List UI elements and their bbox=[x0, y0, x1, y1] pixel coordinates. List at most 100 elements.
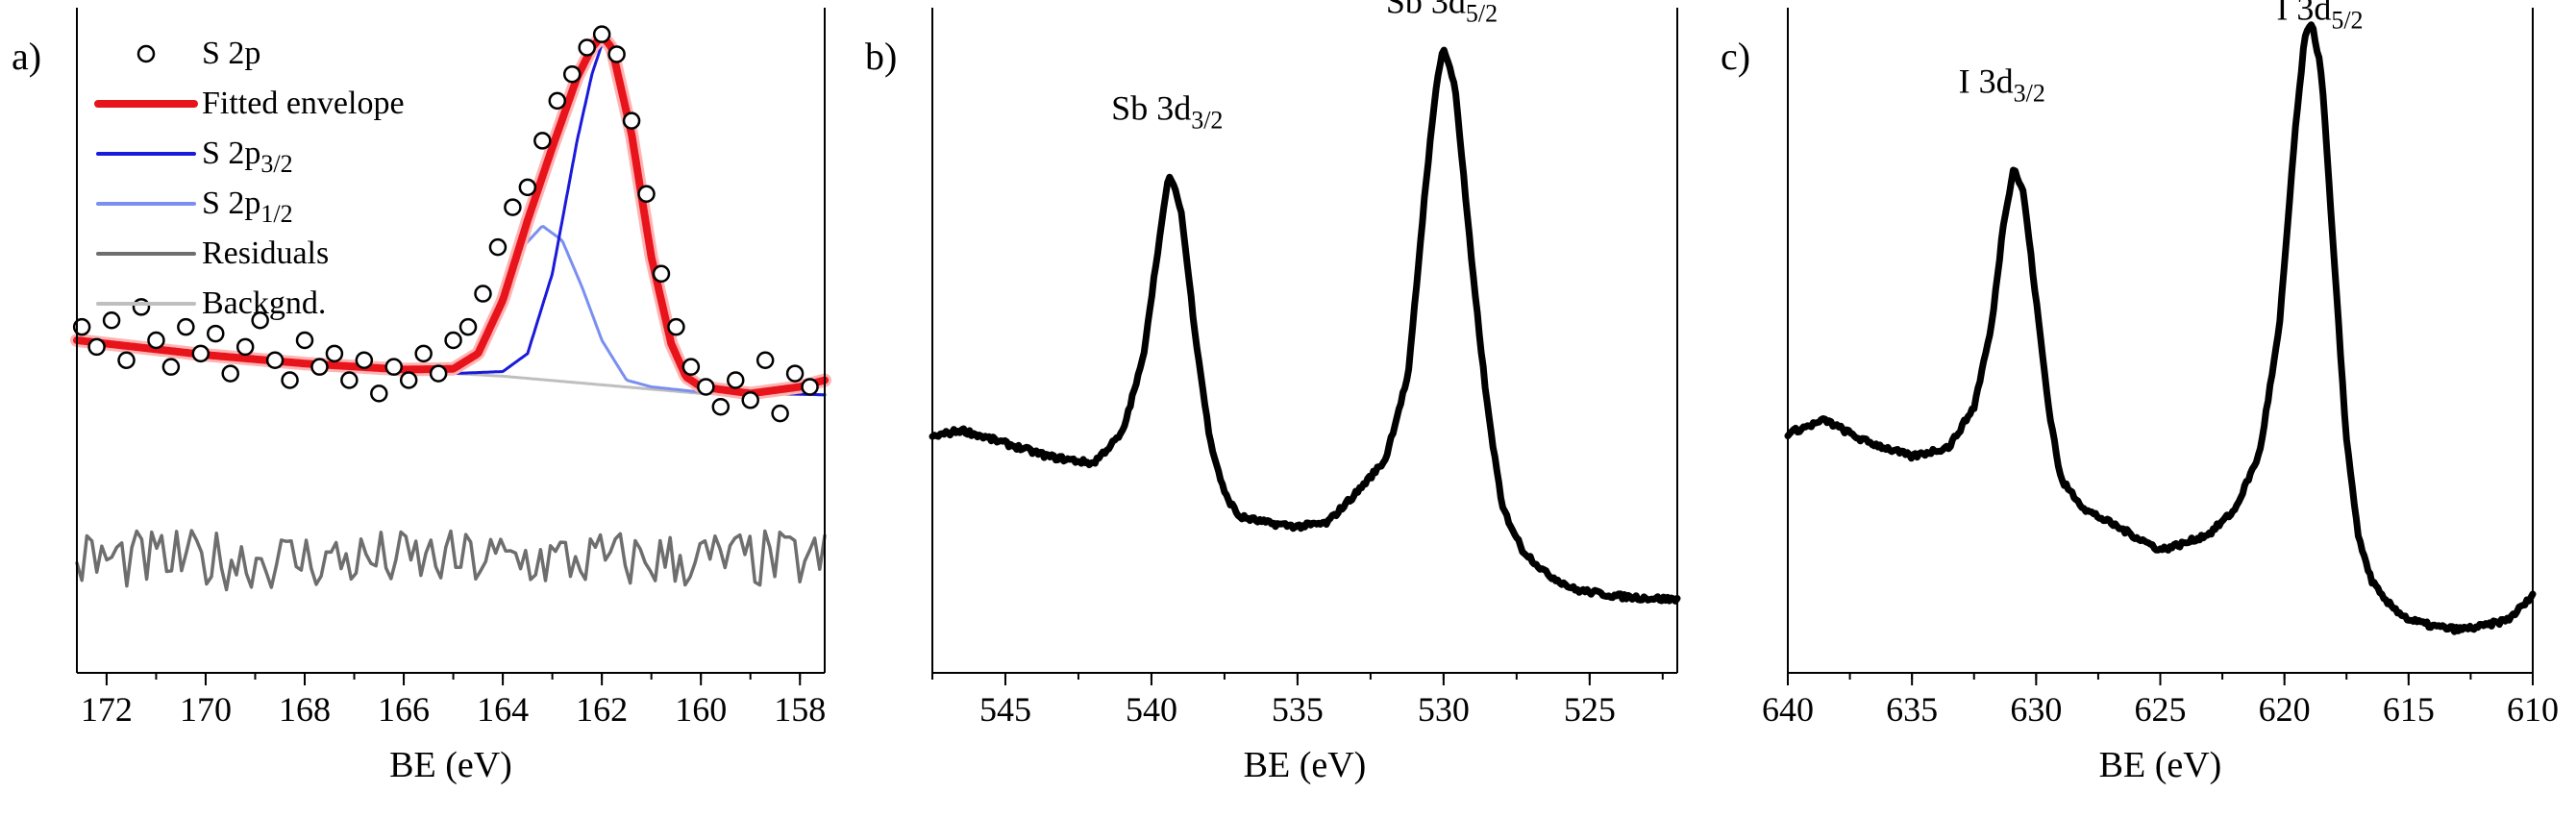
legend-item: S 2p3/2 bbox=[96, 136, 293, 178]
data-point bbox=[771, 404, 789, 423]
panel-label: b) bbox=[865, 35, 897, 78]
legend-item: Residuals bbox=[96, 235, 329, 271]
tick-label: 535 bbox=[1272, 690, 1324, 729]
panel-label: a) bbox=[12, 35, 41, 78]
tick-label: 640 bbox=[1762, 690, 1814, 729]
data-point bbox=[741, 391, 759, 409]
x-axis-title: BE (eV) bbox=[1244, 745, 1367, 785]
data-point bbox=[474, 285, 492, 303]
data-point bbox=[117, 351, 136, 370]
data-point bbox=[87, 337, 106, 357]
data-point bbox=[637, 185, 656, 204]
data-point bbox=[281, 371, 299, 389]
x-axis-title: BE (eV) bbox=[2099, 745, 2222, 785]
data-point bbox=[518, 178, 537, 197]
data-point bbox=[265, 351, 285, 370]
data-point bbox=[504, 198, 522, 216]
peak-label: Sb 3d5/2 bbox=[1386, 0, 1498, 28]
data-point bbox=[370, 384, 388, 403]
data-point bbox=[681, 358, 701, 376]
tick-label: 168 bbox=[279, 690, 331, 729]
legend-item: S 2p1/2 bbox=[96, 186, 293, 228]
data-point bbox=[102, 310, 121, 330]
data-point bbox=[295, 331, 314, 350]
data-point bbox=[458, 317, 478, 336]
data-point bbox=[533, 132, 552, 150]
legend-label: S 2p3/2 bbox=[202, 136, 293, 178]
data-point bbox=[592, 25, 611, 43]
series-line bbox=[929, 46, 1681, 605]
data-point bbox=[622, 112, 641, 130]
tick-label: 170 bbox=[180, 690, 232, 729]
data-point bbox=[801, 378, 819, 396]
series-line bbox=[75, 529, 827, 592]
data-point bbox=[488, 237, 508, 257]
data-point bbox=[785, 364, 805, 383]
data-point bbox=[325, 344, 344, 363]
chart-panel-2: b) 545 540 535 530 525 BE (eV) Sb 3d3/2 Sb 3d5/2 bbox=[865, 0, 1681, 785]
data-point bbox=[548, 91, 567, 111]
tick-label: 158 bbox=[774, 690, 826, 729]
tick-label: 166 bbox=[378, 690, 430, 729]
data-point bbox=[251, 310, 269, 330]
legend-label: Backgnd. bbox=[202, 285, 326, 321]
legend-item: S 2p bbox=[136, 36, 260, 71]
data-point bbox=[667, 317, 685, 336]
data-point bbox=[221, 364, 239, 383]
chart-panel-3: c) 640 635 630 625 620 615 610 BE (eV) I 3d3/2 I 3… bbox=[1721, 0, 2559, 785]
series-line bbox=[1784, 21, 2537, 635]
data-point bbox=[429, 364, 448, 383]
legend-item: Fitted envelope bbox=[94, 86, 405, 121]
legend-marker bbox=[136, 44, 156, 63]
data-point bbox=[340, 371, 359, 389]
tick-label: 160 bbox=[675, 690, 727, 729]
tick-label: 530 bbox=[1418, 690, 1470, 729]
x-axis-title: BE (eV) bbox=[389, 745, 512, 785]
data-point bbox=[414, 344, 433, 363]
data-point bbox=[147, 331, 165, 350]
data-point bbox=[235, 337, 255, 357]
data-point bbox=[578, 38, 596, 57]
data-point bbox=[444, 331, 462, 350]
legend-item: Backgnd. bbox=[96, 285, 326, 321]
tick-label: 635 bbox=[1886, 690, 1938, 729]
data-point bbox=[161, 358, 181, 376]
tick-label: 164 bbox=[477, 690, 529, 729]
tick-label: 540 bbox=[1126, 690, 1177, 729]
data-point bbox=[711, 397, 731, 416]
panel-label: c) bbox=[1721, 35, 1750, 78]
legend-label: S 2p1/2 bbox=[202, 186, 293, 228]
data-point bbox=[207, 324, 225, 343]
chart-panel-1: a) 172 170 168 166 164 162 160 158 BE (eV) S 2p Fit… bbox=[12, 8, 831, 785]
data-point bbox=[755, 351, 775, 370]
tick-label: 545 bbox=[979, 690, 1031, 729]
data-point bbox=[562, 64, 582, 84]
tick-label: 625 bbox=[2135, 690, 2187, 729]
legend-label: Fitted envelope bbox=[202, 86, 405, 121]
peak-label: I 3d5/2 bbox=[2276, 0, 2363, 35]
data-point bbox=[652, 264, 671, 284]
legend-label: Residuals bbox=[202, 235, 329, 271]
data-point bbox=[72, 317, 91, 336]
data-point bbox=[384, 358, 403, 376]
legend-label: S 2p bbox=[202, 36, 260, 71]
data-point bbox=[399, 371, 418, 389]
data-point bbox=[697, 378, 715, 396]
tick-label: 610 bbox=[2507, 690, 2559, 729]
peak-label: Sb 3d3/2 bbox=[1111, 88, 1223, 134]
tick-label: 615 bbox=[2383, 690, 2435, 729]
data-point bbox=[310, 358, 329, 376]
data-point bbox=[355, 351, 374, 370]
tick-label: 162 bbox=[576, 690, 628, 729]
data-point bbox=[727, 371, 745, 389]
data-point bbox=[191, 344, 211, 363]
data-point bbox=[177, 317, 195, 336]
peak-label: I 3d3/2 bbox=[1959, 62, 2045, 108]
tick-label: 630 bbox=[2010, 690, 2062, 729]
tick-label: 620 bbox=[2259, 690, 2311, 729]
tick-label: 525 bbox=[1564, 690, 1616, 729]
data-point bbox=[132, 298, 151, 316]
data-point bbox=[607, 45, 626, 63]
tick-label: 172 bbox=[81, 690, 133, 729]
